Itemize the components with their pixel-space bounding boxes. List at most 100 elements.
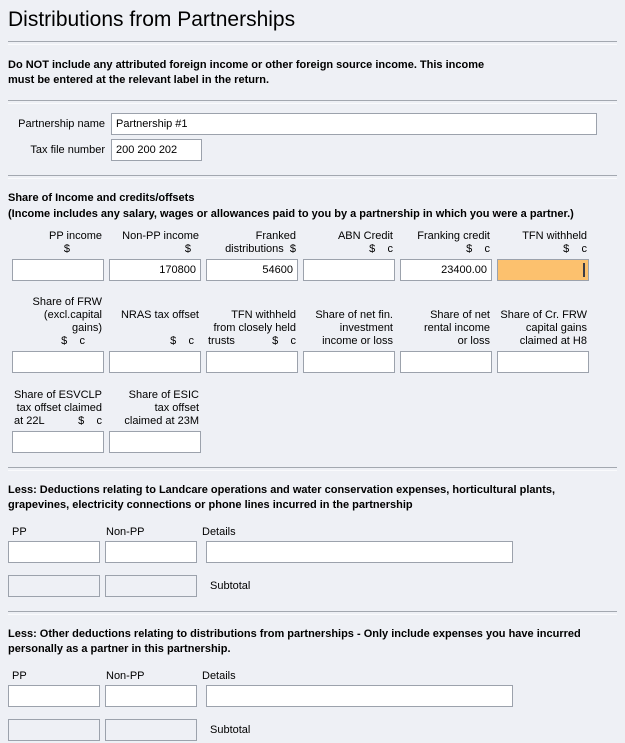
landcare-subtotal-row: Subtotal	[8, 575, 617, 597]
landcare-column-labels: PP Non-PP Details	[8, 526, 617, 538]
header-line: or loss	[457, 335, 490, 347]
header-line: TFN withheld	[231, 309, 296, 321]
other-deductions-details-input[interactable]	[206, 685, 513, 707]
header-line: Share of Cr. FRW	[500, 309, 587, 321]
net-financial-investment-input[interactable]	[303, 351, 395, 373]
income-input-row-2	[12, 351, 617, 373]
tax-file-number-input[interactable]	[111, 139, 202, 161]
header-line: Franked	[255, 230, 296, 242]
pp-label: PP	[12, 670, 27, 682]
header-line: claimed at 23M	[124, 415, 199, 427]
tfn-withheld-closely-held-trusts-header: TFN withheld from closely held trusts $ …	[206, 296, 298, 348]
text-caret	[583, 263, 585, 277]
other-deductions-input-row	[8, 685, 617, 707]
header-line: Non-PP income	[122, 230, 199, 242]
nras-tax-offset-input[interactable]	[109, 351, 201, 373]
heading-line-2: grapevines, electricity connections or p…	[8, 499, 413, 511]
tfn-withheld-header: TFN withheld $ c	[497, 230, 589, 256]
header-line: Share of net	[430, 309, 490, 321]
pp-label: PP	[12, 526, 27, 538]
landcare-deductions-heading: Less: Deductions relating to Landcare op…	[8, 483, 617, 513]
abn-credit-input[interactable]	[303, 259, 395, 281]
tfn-withheld-closely-held-trusts-input[interactable]	[206, 351, 298, 373]
income-section-heading: Share of Income and credits/offsets	[8, 192, 195, 204]
landcare-subtotal-pp	[8, 575, 100, 597]
other-deductions-subtotal-row: Subtotal	[8, 719, 617, 741]
header-line: $ c	[170, 335, 194, 347]
subtotal-label: Subtotal	[210, 580, 251, 592]
header-line	[109, 322, 199, 335]
non-pp-label: Non-PP	[106, 670, 145, 682]
net-rental-income-header: Share of net rental income or loss	[400, 296, 492, 348]
other-deductions-pp-input[interactable]	[8, 685, 100, 707]
income-input-row-3	[12, 431, 617, 453]
heading-line-1: Less: Deductions relating to Landcare op…	[8, 484, 556, 496]
other-deductions-column-labels: PP Non-PP Details	[8, 670, 617, 682]
non-pp-income-header: Non-PP income $	[109, 230, 201, 256]
nras-tax-offset-header: NRAS tax offset $ c	[109, 296, 201, 348]
header-line-left: trusts	[208, 335, 235, 347]
header-line: Share of FRW	[32, 296, 103, 308]
non-pp-label: Non-PP	[106, 526, 145, 538]
header-line-right: $ c	[272, 335, 296, 347]
cr-frw-capital-gains-header: Share of Cr. FRW capital gains claimed a…	[497, 296, 589, 348]
other-deductions-section: Less: Other deductions relating to distr…	[8, 627, 617, 741]
header-line: $	[63, 243, 70, 255]
landcare-input-row	[8, 541, 617, 563]
header-line: distributions $	[225, 243, 296, 255]
tfn-withheld-field-wrap	[497, 259, 589, 281]
warning-line-1: Do NOT include any attributed foreign in…	[8, 59, 485, 71]
esvclp-tax-offset-header: Share of ESVCLP tax offset claimed at 22…	[12, 388, 104, 428]
esic-tax-offset-header: Share of ESIC tax offset claimed at 23M	[109, 388, 201, 428]
franking-credit-header: Franking credit $ c	[400, 230, 492, 256]
header-line: tax offset claimed	[16, 402, 102, 414]
header-line: NRAS tax offset	[120, 309, 199, 321]
pp-income-header: PP income $	[12, 230, 104, 256]
cr-frw-capital-gains-input[interactable]	[497, 351, 589, 373]
heading-line-2: personally as a partner in this partners…	[8, 643, 231, 655]
franking-credit-input[interactable]	[400, 259, 492, 281]
landcare-details-input[interactable]	[206, 541, 513, 563]
franked-distributions-input[interactable]	[206, 259, 298, 281]
header-line: ABN Credit	[337, 230, 393, 242]
header-line: rental income	[423, 322, 490, 334]
header-line: at 22L $ c	[12, 415, 102, 428]
partnership-name-input[interactable]	[111, 113, 597, 135]
income-header-row-3: Share of ESVCLP tax offset claimed at 22…	[12, 388, 617, 428]
header-line: capital gains	[525, 322, 587, 334]
page-title: Distributions from Partnerships	[8, 8, 296, 31]
other-deductions-non-pp-input[interactable]	[105, 685, 197, 707]
income-input-row-1	[12, 259, 617, 281]
header-line: $ c	[61, 335, 85, 347]
foreign-income-warning: Do NOT include any attributed foreign in…	[8, 58, 617, 88]
landcare-subtotal-non-pp	[105, 575, 197, 597]
non-pp-income-input[interactable]	[109, 259, 201, 281]
pp-income-input[interactable]	[12, 259, 104, 281]
header-line: trusts $ c	[206, 335, 296, 348]
tfn-withheld-input[interactable]	[497, 259, 589, 281]
header-line: Share of net fin.	[315, 309, 393, 321]
esvclp-tax-offset-input[interactable]	[12, 431, 104, 453]
tax-file-number-label: Tax file number	[30, 144, 105, 156]
share-of-frw-header: Share of FRW (excl.capital gains) $ c	[12, 296, 104, 348]
header-line: Share of ESVCLP	[13, 389, 102, 401]
share-of-frw-input[interactable]	[12, 351, 104, 373]
section-divider	[8, 175, 617, 179]
section-divider	[8, 100, 617, 104]
net-rental-income-input[interactable]	[400, 351, 492, 373]
partnership-name-row: Partnership name	[8, 113, 617, 135]
section-divider	[8, 467, 617, 471]
net-financial-investment-header: Share of net fin. investment income or l…	[303, 296, 395, 348]
abn-credit-header: ABN Credit $ c	[303, 230, 395, 256]
header-line: (excl.capital gains)	[43, 309, 102, 334]
landcare-non-pp-input[interactable]	[105, 541, 197, 563]
header-line: income or loss	[322, 335, 393, 347]
other-deductions-subtotal-pp	[8, 719, 100, 741]
other-deductions-heading: Less: Other deductions relating to distr…	[8, 627, 617, 657]
details-label: Details	[202, 526, 236, 538]
franked-distributions-header: Franked distributions $	[206, 230, 298, 256]
esic-tax-offset-input[interactable]	[109, 431, 201, 453]
section-divider	[8, 611, 617, 615]
landcare-pp-input[interactable]	[8, 541, 100, 563]
